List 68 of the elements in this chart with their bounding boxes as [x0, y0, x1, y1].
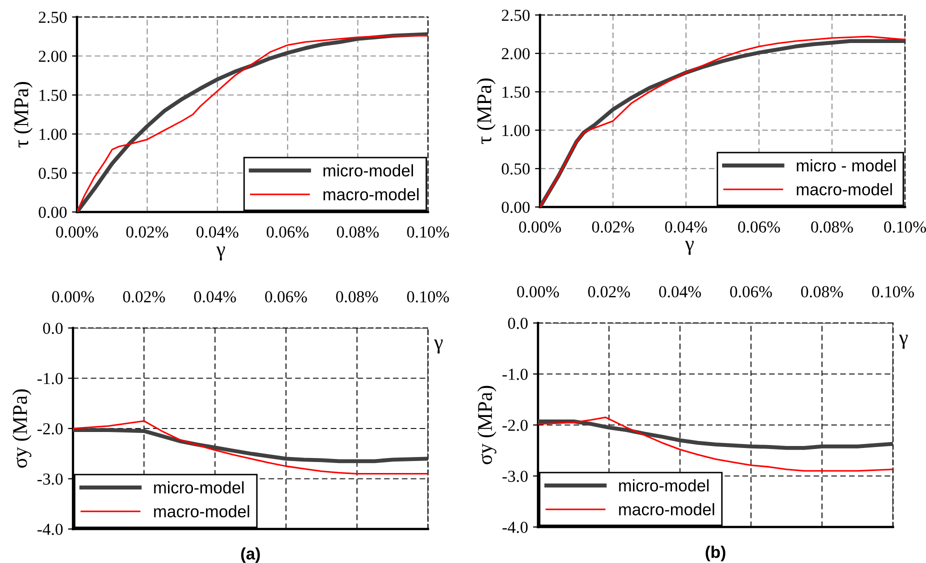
y-tick-label: 1.00: [40, 128, 67, 140]
y-tick-label: 1.50: [40, 90, 67, 102]
y-tick-label: -4.0: [38, 524, 63, 536]
x-axis-title: γ: [899, 334, 908, 349]
line-series: [538, 416, 893, 472]
x-tick-label: 0.08%: [811, 221, 853, 233]
x-axis-title: γ: [685, 240, 694, 255]
x-tick-label: 0.00%: [56, 226, 98, 238]
x-tick-label: 0.02%: [126, 226, 168, 238]
legend-label: micro-model: [324, 164, 413, 177]
x-tick-label: 0.04%: [196, 226, 238, 238]
y-tick-label: 0.50: [502, 163, 530, 175]
x-tick-label: 0.06%: [265, 291, 307, 302]
x-tick-label: 0.08%: [336, 226, 379, 238]
x-tick-label: 0.04%: [194, 291, 236, 302]
y-axis-title: σy (MPa): [12, 389, 32, 468]
y-axis-title: τ (MPa): [14, 82, 33, 148]
y-tick-label: 2.50: [502, 10, 530, 22]
x-tick-label: 0.06%: [730, 286, 772, 298]
y-tick-label: -1.0: [38, 372, 63, 384]
line-series: [73, 420, 428, 474]
x-tick-label: 0.04%: [659, 286, 701, 298]
y-axis-title: τ (MPa): [476, 78, 496, 144]
x-tick-label: 0.08%: [801, 286, 843, 298]
y-tick-label: -4.0: [502, 522, 528, 534]
y-tick-label: 2.50: [38, 12, 67, 24]
y-tick-label: 0.50: [38, 168, 67, 180]
y-tick-label: 2.00: [38, 50, 67, 62]
y-tick-label: 0.00: [502, 202, 530, 214]
y-tick-label: 2.00: [502, 48, 530, 60]
legend-label: micro-model: [154, 481, 244, 494]
x-tick-label: 0.08%: [336, 291, 378, 302]
legend-label: micro - model: [796, 159, 896, 172]
x-tick-label: 0.10%: [872, 286, 914, 298]
x-tick-label: 0.00%: [519, 221, 561, 233]
x-tick-label: 0.10%: [884, 221, 926, 233]
x-tick-label: 0.00%: [517, 286, 559, 298]
legend-label: macro-model: [619, 503, 714, 516]
y-tick-label: 0.0: [508, 318, 528, 330]
x-tick-label: 0.06%: [266, 226, 309, 238]
legend-label: macro-model: [796, 183, 892, 196]
x-tick-label: 0.06%: [738, 221, 780, 233]
x-tick-label: 0.04%: [665, 221, 707, 233]
text: (b): [706, 546, 726, 562]
line-series: [73, 428, 428, 464]
y-tick-label: 1.00: [502, 124, 530, 136]
y-axis-title: σy (MPa): [477, 386, 496, 464]
legend-label: macro-model: [154, 505, 250, 518]
x-axis-title: γ: [434, 340, 443, 354]
y-tick-label: -2.0: [38, 423, 63, 435]
x-tick-label: 0.02%: [123, 291, 165, 302]
y-tick-label: -3.0: [38, 473, 63, 485]
line-series: [538, 419, 893, 450]
y-tick-label: -3.0: [502, 470, 528, 482]
x-tick-label: 0.00%: [52, 291, 94, 302]
y-tick-label: 0.0: [43, 322, 63, 334]
x-tick-label: 0.02%: [588, 286, 630, 298]
y-tick-label: 1.50: [502, 86, 530, 98]
x-tick-label: 0.10%: [407, 291, 449, 302]
y-tick-label: 0.00: [38, 206, 67, 218]
x-axis-title: γ: [216, 246, 226, 260]
text: (a): [241, 547, 260, 563]
y-tick-label: -2.0: [502, 420, 528, 432]
y-tick-label: -1.0: [502, 368, 528, 380]
x-tick-label: 0.02%: [592, 221, 634, 233]
x-tick-label: 0.10%: [407, 226, 449, 238]
legend-label: macro-model: [324, 188, 419, 200]
legend-label: micro-model: [619, 479, 709, 492]
